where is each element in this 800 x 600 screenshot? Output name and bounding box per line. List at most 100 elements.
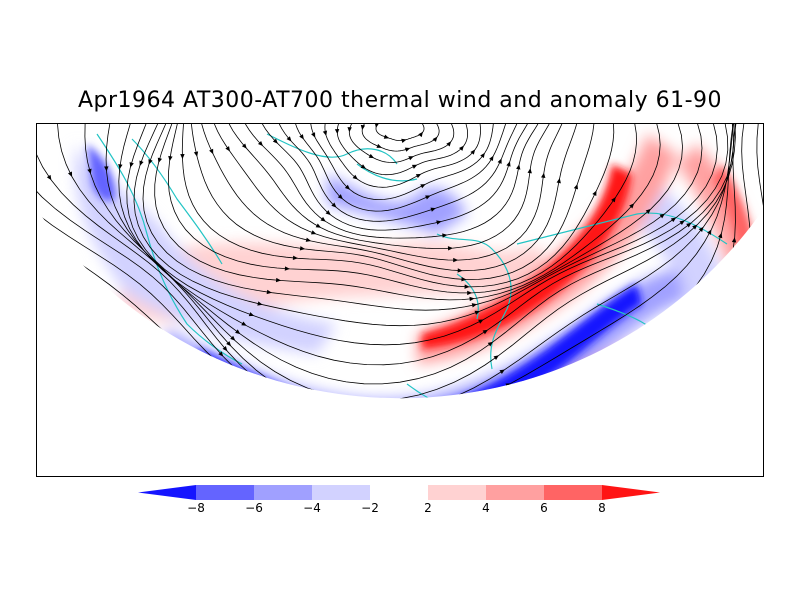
streamline-arrowhead (168, 155, 173, 162)
streamline-arrowhead (225, 146, 230, 152)
streamline-arrowhead (731, 237, 737, 243)
streamline-arrowhead (230, 335, 236, 341)
streamline-arrowhead (629, 203, 635, 209)
streamline (324, 124, 481, 188)
streamline-arrowhead (430, 207, 436, 212)
colorbar-box (544, 485, 602, 500)
streamline-arrowhead (187, 392, 193, 397)
streamline-arrowhead (299, 246, 306, 251)
streamline-arrowhead (698, 226, 704, 232)
streamline-arrowhead (299, 134, 304, 140)
streamline-arrowhead (218, 351, 224, 357)
streamline-arrowhead (241, 143, 247, 149)
streamline-arrowhead (344, 184, 351, 190)
streamline-arrowhead (420, 184, 426, 189)
streamline-arrowhead (272, 138, 278, 144)
streamline-arrowhead (284, 266, 290, 271)
streamline-arrowhead (404, 147, 411, 152)
streamline-arrowhead (527, 168, 532, 174)
streamline-arrowhead (320, 216, 326, 222)
streamline-arrowhead (150, 443, 156, 448)
streamline (348, 124, 455, 163)
streamline-arrowhead (415, 173, 422, 179)
streamline-arrowhead (347, 127, 352, 133)
streamline-arrowhead (352, 174, 358, 180)
streamline-arrowhead (129, 162, 134, 168)
streamline-arrowhead (611, 197, 616, 203)
colorbar-tick-label: −6 (245, 501, 263, 515)
streamline-arrowhead (487, 341, 494, 347)
streamline-arrowhead (442, 233, 448, 238)
streamline-arrowhead (139, 160, 144, 166)
streamline-arrowhead (493, 355, 499, 360)
streamline-arrowhead (446, 141, 452, 147)
streamline-arrowhead (139, 458, 145, 463)
streamline-arrowhead (480, 152, 485, 159)
streamline-arrowhead (418, 131, 423, 138)
streamline-arrowhead (383, 134, 390, 139)
streamline (37, 124, 734, 399)
anomaly-blob-red-band-outer (417, 134, 677, 364)
streamline-arrowhead (322, 130, 328, 136)
thermal-wind-map (37, 124, 763, 463)
streamline (133, 124, 703, 327)
streamline-arrowhead (516, 405, 522, 410)
streamline-arrowhead (374, 124, 380, 128)
colorbar-tick-label: −4 (303, 501, 321, 515)
streamline-arrowhead (197, 378, 204, 383)
streamline (295, 124, 506, 212)
streamline-arrowhead (528, 432, 533, 437)
streamline-arrowhead (163, 426, 169, 431)
streamline-arrowhead (474, 310, 480, 315)
streamline (310, 124, 494, 201)
streamline-arrowhead (458, 145, 464, 151)
streamline-arrowhead (432, 136, 438, 142)
colorbar-labels: −8 −6 −4 −2 2 4 6 8 (187, 501, 606, 515)
map-panel (36, 123, 764, 477)
streamline-arrowhead (311, 132, 316, 138)
streamline-arrowhead (478, 319, 484, 324)
streamline-arrowhead (292, 255, 298, 261)
streamline-arrowhead (530, 438, 535, 443)
streamline-arrowhead (360, 164, 366, 169)
streamline-arrowhead (401, 138, 407, 143)
streamline (105, 124, 735, 385)
streamline-arrowhead (556, 178, 561, 184)
anomaly-core-blue-canada (87, 144, 116, 201)
streamline-arrowhead (519, 413, 524, 418)
streamline (278, 124, 518, 222)
streamline-arrowhead (469, 296, 475, 302)
streamline-arrowhead (464, 284, 470, 289)
streamline-arrowhead (408, 156, 414, 161)
streamline-arrowhead (104, 166, 109, 172)
colorbar-tick-label: −8 (187, 501, 205, 515)
streamline (84, 124, 736, 399)
colorbar-tick-label: 2 (424, 501, 432, 515)
streamline (57, 124, 736, 399)
streamline-arrowhead (499, 369, 505, 375)
streamline (228, 124, 550, 249)
colorbar-box (428, 485, 486, 500)
streamline-arrowhead (257, 301, 263, 306)
streamline-arrowhead (315, 223, 322, 228)
streamline-arrowhead (524, 424, 529, 429)
streamline (126, 124, 718, 346)
streamline-arrowhead (534, 448, 539, 452)
colorbar-box (312, 485, 370, 500)
streamline-arrowhead (522, 420, 527, 424)
streamline-arrowhead (645, 208, 651, 214)
streamline-arrowhead (482, 329, 488, 335)
streamline-arrowhead (235, 329, 241, 335)
streamline-arrowhead (497, 158, 502, 164)
streamline-arrowhead (209, 148, 214, 155)
streamline-arrowhead (471, 303, 478, 308)
colorbar-box (254, 485, 312, 500)
streamline-arrowhead (368, 153, 375, 159)
streamline-arrowhead (180, 154, 185, 160)
streamline (262, 124, 528, 231)
streamline (167, 124, 637, 294)
streamline-arrowhead (659, 213, 665, 219)
streamline-arrowhead (670, 217, 677, 223)
streamline-arrowhead (692, 224, 698, 230)
streamline-arrowhead (411, 164, 418, 169)
